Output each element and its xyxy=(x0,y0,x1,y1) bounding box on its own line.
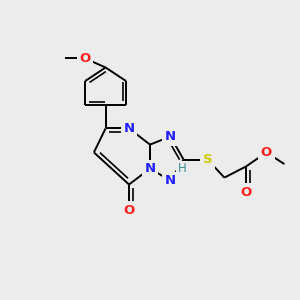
Text: O: O xyxy=(261,146,272,159)
Text: O: O xyxy=(240,185,252,199)
Text: H: H xyxy=(177,162,186,175)
Text: N: N xyxy=(123,122,135,135)
Text: S: S xyxy=(203,153,212,166)
Text: O: O xyxy=(80,52,91,65)
Text: N: N xyxy=(144,162,156,175)
Text: N: N xyxy=(165,130,176,143)
Text: O: O xyxy=(123,203,135,217)
Text: N: N xyxy=(165,174,176,187)
